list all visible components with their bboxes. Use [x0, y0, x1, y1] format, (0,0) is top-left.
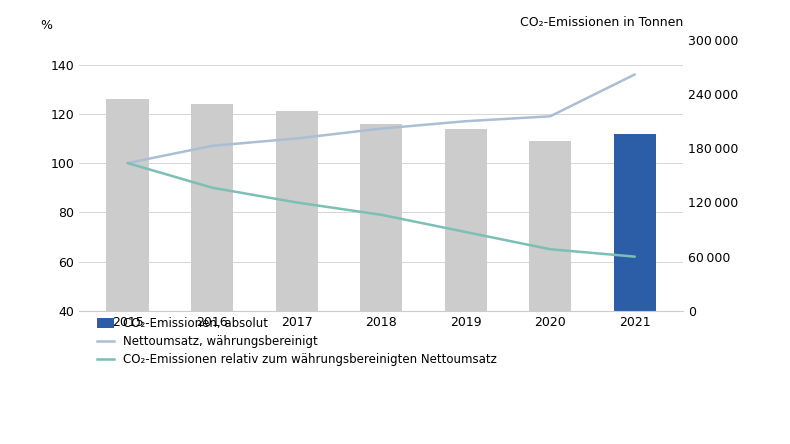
Bar	[276, 111, 318, 409]
Y-axis label: %: %	[40, 19, 52, 32]
Legend: CO₂-Emissionen, absolut, Nettoumsatz, währungsbereinigt, CO₂-Emissionen relativ : CO₂-Emissionen, absolut, Nettoumsatz, wä…	[96, 317, 497, 366]
Y-axis label: CO₂-Emissionen in Tonnen: CO₂-Emissionen in Tonnen	[520, 16, 683, 29]
Bar	[529, 141, 571, 409]
Bar	[107, 99, 149, 409]
Bar	[445, 129, 487, 409]
Bar	[614, 134, 656, 409]
Bar	[191, 104, 233, 409]
Bar	[360, 124, 402, 409]
